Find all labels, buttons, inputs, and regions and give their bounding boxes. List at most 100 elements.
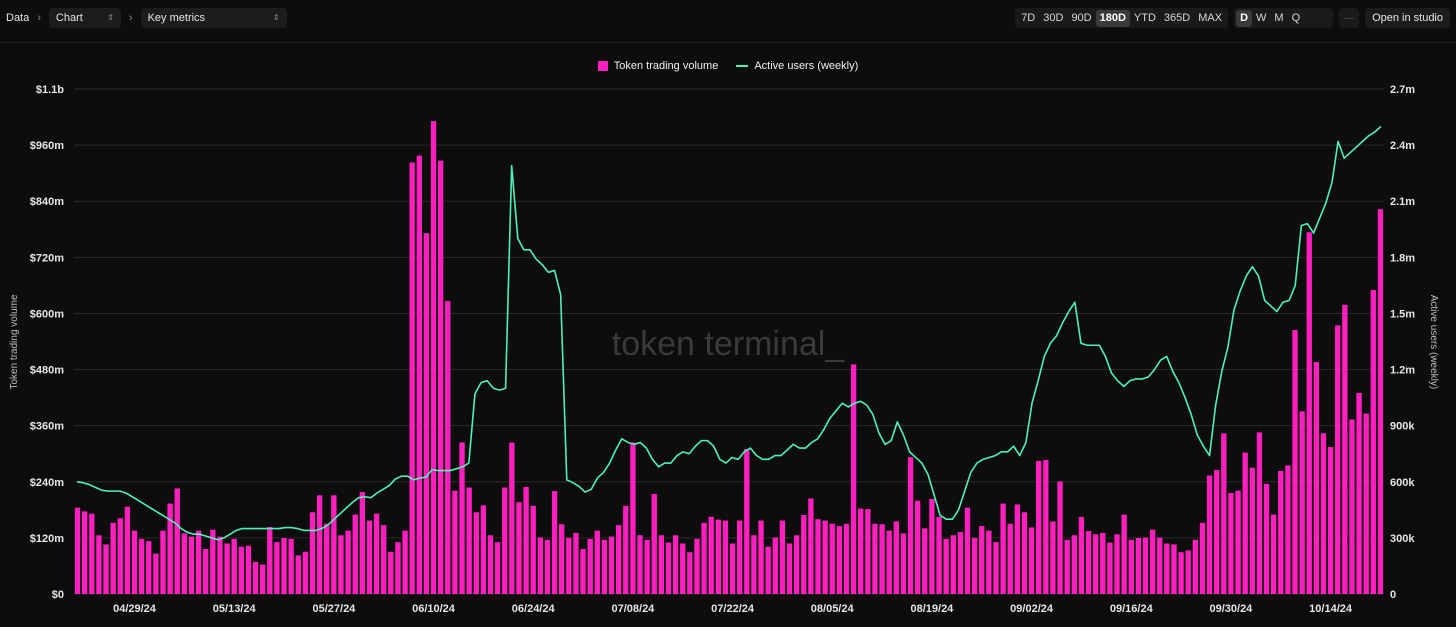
- volume-bar: [915, 500, 921, 594]
- volume-bar: [566, 537, 572, 594]
- volume-bar: [886, 530, 892, 594]
- volume-bar: [1157, 537, 1163, 594]
- volume-bar: [843, 523, 850, 594]
- volume-bar: [722, 520, 729, 594]
- range-ytd-button[interactable]: YTD: [1133, 11, 1156, 24]
- volume-bar: [366, 520, 373, 594]
- volume-bar: [786, 543, 793, 594]
- active-users-line: [76, 125, 1382, 541]
- volume-bar: [1142, 537, 1149, 594]
- breadcrumb-data-link[interactable]: Data: [6, 12, 30, 24]
- legend-swatch-bar: [597, 61, 608, 71]
- range-180d-button[interactable]: 180D: [1095, 9, 1130, 27]
- y-right-tick-label: 2.1m: [1390, 196, 1415, 208]
- volume-bar: [1164, 543, 1170, 594]
- more-options-button[interactable]: ···: [1339, 8, 1360, 28]
- top-toolbar: Data › Chart ⇕ › Key metrics ⇕ 7D 30D 90D 1…: [0, 0, 1456, 36]
- volume-bar: [1007, 523, 1013, 594]
- volume-bar: [907, 457, 914, 594]
- volume-bar: [1228, 493, 1234, 594]
- y-right-tick-label: 2.4m: [1390, 140, 1415, 152]
- volume-bar: [872, 523, 878, 594]
- granularity-d-button[interactable]: D: [1236, 9, 1253, 27]
- x-tick-label: 07/08/24: [611, 603, 655, 615]
- granularity-q-button[interactable]: Q: [1291, 11, 1301, 24]
- volume-bar: [943, 538, 949, 594]
- volume-bar: [1370, 290, 1376, 594]
- volume-bar: [1363, 413, 1369, 594]
- time-range-selector: 7D 30D 90D 180D YTD 365D MAX: [1015, 8, 1229, 28]
- x-tick-label: 07/22/24: [711, 603, 755, 615]
- volume-bar: [181, 533, 188, 594]
- volume-bar: [865, 509, 871, 594]
- volume-bar: [986, 530, 992, 594]
- volume-bar: [82, 511, 88, 594]
- volume-bar: [1078, 516, 1085, 594]
- volume-bar: [672, 535, 679, 594]
- x-tick-label: 09/02/24: [1010, 603, 1054, 615]
- volume-bar: [245, 545, 252, 594]
- open-in-studio-button[interactable]: Open in studio: [1365, 8, 1450, 28]
- range-90d-button[interactable]: 90D: [1071, 11, 1092, 24]
- x-tick-label: 06/24/24: [512, 603, 556, 615]
- volume-bar: [544, 539, 551, 594]
- volume-bar: [1036, 460, 1042, 594]
- volume-bar: [1327, 447, 1334, 594]
- volume-bar: [1064, 539, 1070, 594]
- volume-bar: [1021, 512, 1028, 594]
- range-max-button[interactable]: MAX: [1198, 11, 1223, 24]
- volume-bar: [1356, 392, 1362, 594]
- volume-bar: [345, 530, 351, 594]
- volume-bar: [658, 535, 665, 594]
- volume-bar: [1242, 452, 1248, 594]
- volume-bar: [1192, 539, 1198, 594]
- volume-bar: [929, 498, 935, 594]
- volume-bar: [1221, 433, 1227, 594]
- volume-bar: [594, 530, 600, 594]
- legend-item-active-users[interactable]: Active users (weekly): [736, 60, 858, 72]
- volume-bar: [423, 233, 430, 594]
- volume-bar: [1071, 535, 1077, 594]
- legend-swatch-line: [736, 65, 749, 67]
- volume-bar: [96, 535, 102, 594]
- volume-bar: [452, 490, 458, 594]
- volume-bar: [808, 498, 814, 594]
- y-left-tick-label: $1.1b: [36, 84, 64, 96]
- volume-bar: [758, 520, 764, 594]
- range-30d-button[interactable]: 30D: [1043, 11, 1064, 24]
- x-tick-label: 08/05/24: [811, 603, 855, 615]
- volume-bar: [879, 524, 885, 594]
- volume-bar: [1335, 325, 1341, 594]
- volume-bar: [1349, 419, 1355, 594]
- volume-bar: [615, 525, 622, 594]
- range-365d-button[interactable]: 365D: [1163, 11, 1191, 24]
- volume-bar: [737, 520, 743, 594]
- volume-bar: [224, 543, 230, 594]
- metric-select[interactable]: Key metrics ⇕: [140, 8, 287, 28]
- chart-type-select[interactable]: Chart ⇕: [48, 8, 121, 28]
- breadcrumb: Data › Chart ⇕ › Key metrics ⇕: [6, 8, 287, 28]
- granularity-m-button[interactable]: M: [1274, 11, 1284, 24]
- volume-bar: [324, 523, 330, 594]
- volume-bar: [957, 532, 964, 594]
- volume-bar: [1149, 529, 1156, 594]
- metric-select-value: Key metrics: [147, 12, 206, 24]
- volume-bar: [174, 488, 180, 594]
- volume-bar: [274, 542, 280, 594]
- volume-bar: [1206, 475, 1213, 594]
- y-left-tick-label: $360m: [30, 421, 64, 433]
- volume-bar: [1057, 481, 1063, 594]
- volume-bar: [1285, 465, 1291, 594]
- granularity-w-button[interactable]: W: [1256, 11, 1267, 24]
- legend-item-volume[interactable]: Token trading volume: [597, 60, 718, 72]
- volume-bar: [801, 515, 807, 594]
- volume-bar: [473, 512, 479, 594]
- volume-bar: [687, 552, 693, 594]
- volume-bar: [1043, 459, 1049, 594]
- volume-bar: [744, 448, 750, 594]
- volume-bar: [373, 513, 380, 594]
- y-left-tick-label: $0: [52, 589, 64, 601]
- y-left-tick-label: $960m: [30, 140, 64, 152]
- range-7d-button[interactable]: 7D: [1021, 11, 1036, 24]
